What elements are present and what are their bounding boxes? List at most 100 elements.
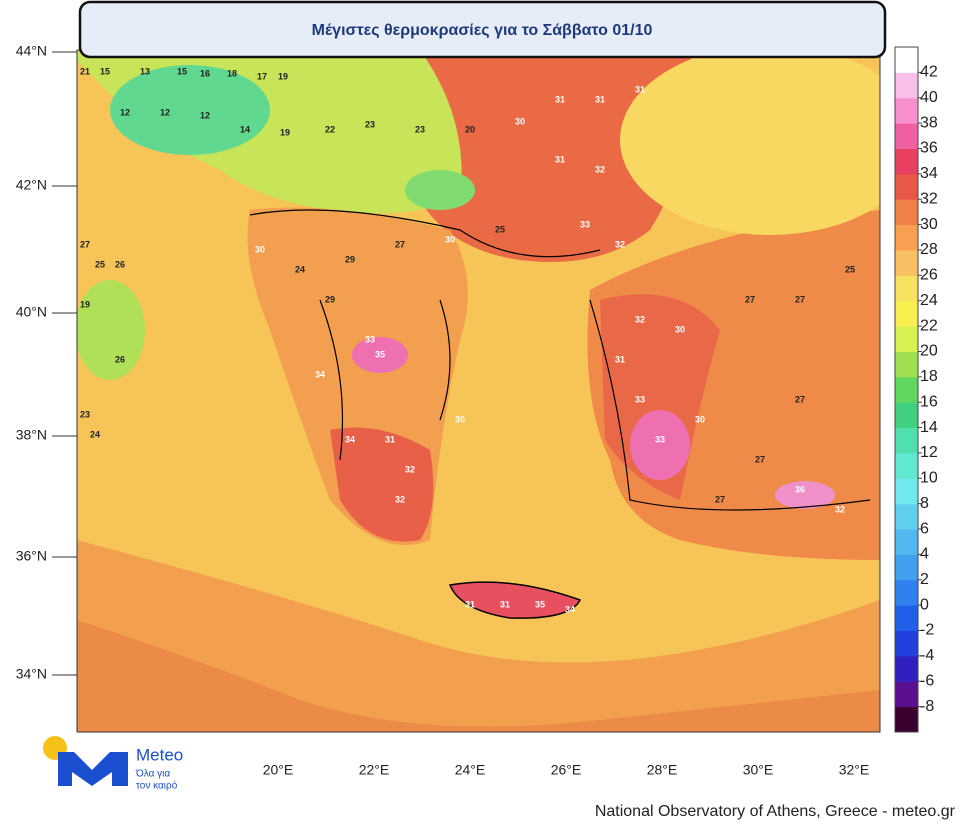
colorbar-band [895, 706, 918, 733]
colorbar-band [895, 72, 918, 99]
station-temp: 32 [835, 504, 845, 514]
colorbar-label: 6 [920, 520, 929, 537]
footer: National Observatory of Athens, Greece -… [595, 803, 956, 820]
lon-label: 30°E [743, 762, 774, 778]
station-temp: 21 [80, 66, 90, 76]
colorbar-label: 20 [920, 343, 938, 360]
station-temp: 32 [595, 164, 605, 174]
station-temp: 17 [257, 71, 267, 81]
station-temp: 31 [465, 599, 475, 609]
colorbar-label: 40 [920, 89, 938, 106]
station-temp: 33 [635, 394, 645, 404]
colorbar-label: -2 [920, 622, 934, 639]
logo-name: Meteo [136, 745, 183, 764]
station-temp: 32 [615, 239, 625, 249]
station-temp: 32 [405, 464, 415, 474]
lon-label: 26°E [551, 762, 582, 778]
colorbar-label: 22 [920, 317, 938, 334]
colorbar-band [895, 148, 918, 175]
colorbar-band [895, 605, 918, 632]
lon-label: 20°E [263, 762, 294, 778]
colorbar-label: 18 [920, 368, 938, 385]
station-temp: 30 [445, 234, 455, 244]
colorbar-band [895, 224, 918, 251]
lon-label: 32°E [839, 762, 870, 778]
station-temp: 19 [278, 71, 288, 81]
colorbar-band [895, 326, 918, 352]
colorbar-band [895, 529, 918, 555]
station-temp: 24 [90, 429, 100, 439]
colorbar-band [895, 173, 918, 200]
station-temp: 34 [565, 604, 575, 614]
colorbar-band [895, 681, 918, 708]
lat-label: 36°N [16, 548, 47, 564]
station-temp: 18 [227, 68, 237, 78]
station-temp: 30 [255, 244, 265, 254]
station-temp: 33 [365, 334, 375, 344]
colorbar-band [895, 655, 918, 682]
station-temp: 30 [455, 414, 465, 424]
colorbar-band [895, 275, 918, 302]
station-temp: 27 [745, 294, 755, 304]
colorbar-label: 32 [920, 190, 938, 207]
station-temp: 35 [375, 349, 385, 359]
logo-mark [58, 752, 128, 786]
station-temp: 31 [555, 154, 565, 164]
colorbar-label: -6 [920, 672, 934, 689]
station-temp: 20 [465, 124, 475, 134]
station-temp: 14 [240, 124, 250, 134]
colorbar-band [895, 199, 918, 226]
colorbar-band [895, 97, 918, 124]
lat-label: 38°N [16, 427, 47, 443]
colorbar-band [895, 579, 918, 606]
colorbar-label: 30 [920, 216, 938, 233]
colorbar-band [895, 47, 918, 73]
station-temp: 29 [325, 294, 335, 304]
colorbar-band [895, 300, 918, 327]
station-temp: 36 [795, 484, 805, 494]
colorbar-band [895, 554, 918, 581]
logo-tagline: Όλα για [135, 769, 170, 780]
colorbar-label: 12 [920, 444, 938, 461]
station-temp: 30 [515, 116, 525, 126]
station-temp: 27 [80, 239, 90, 249]
colorbar-band [895, 351, 918, 378]
station-temp: 19 [80, 299, 90, 309]
station-temp: 13 [140, 66, 150, 76]
lon-label: 24°E [455, 762, 486, 778]
station-temp: 25 [845, 264, 855, 274]
colorbar-band [895, 402, 918, 429]
station-temp: 15 [177, 66, 187, 76]
station-temp: 22 [325, 124, 335, 134]
colorbar-band [895, 503, 918, 530]
station-temp: 27 [795, 394, 805, 404]
colorbar-band [895, 376, 918, 403]
station-temp: 34 [315, 369, 325, 379]
colorbar-band [895, 249, 918, 276]
title-box [78, 0, 887, 59]
colorbar-label: 26 [920, 267, 938, 284]
station-temp: 31 [615, 354, 625, 364]
station-temp: 12 [200, 110, 210, 120]
colorbar-label: -4 [920, 647, 934, 664]
lon-label: 22°E [359, 762, 390, 778]
colorbar-label: 16 [920, 393, 938, 410]
title: Μέγιστες θερμοκρασίες για το Σάββατο 01/… [312, 22, 653, 39]
station-temp: 31 [555, 94, 565, 104]
colorbar-band [895, 427, 918, 454]
colorbar-label: 8 [920, 495, 929, 512]
colorbar-label: 0 [920, 596, 929, 613]
colorbar-label: 2 [920, 571, 929, 588]
station-temp: 31 [595, 94, 605, 104]
lat-label: 40°N [16, 304, 47, 320]
colorbar-label: 34 [920, 165, 938, 182]
station-temp: 27 [715, 494, 725, 504]
lat-label: 34°N [16, 666, 47, 682]
colorbar-label: 14 [920, 419, 938, 436]
colorbar-label: 4 [920, 546, 929, 563]
station-temp: 16 [200, 68, 210, 78]
station-temp: 24 [295, 264, 305, 274]
lon-label: 28°E [647, 762, 678, 778]
colorbar-label: 10 [920, 470, 938, 487]
